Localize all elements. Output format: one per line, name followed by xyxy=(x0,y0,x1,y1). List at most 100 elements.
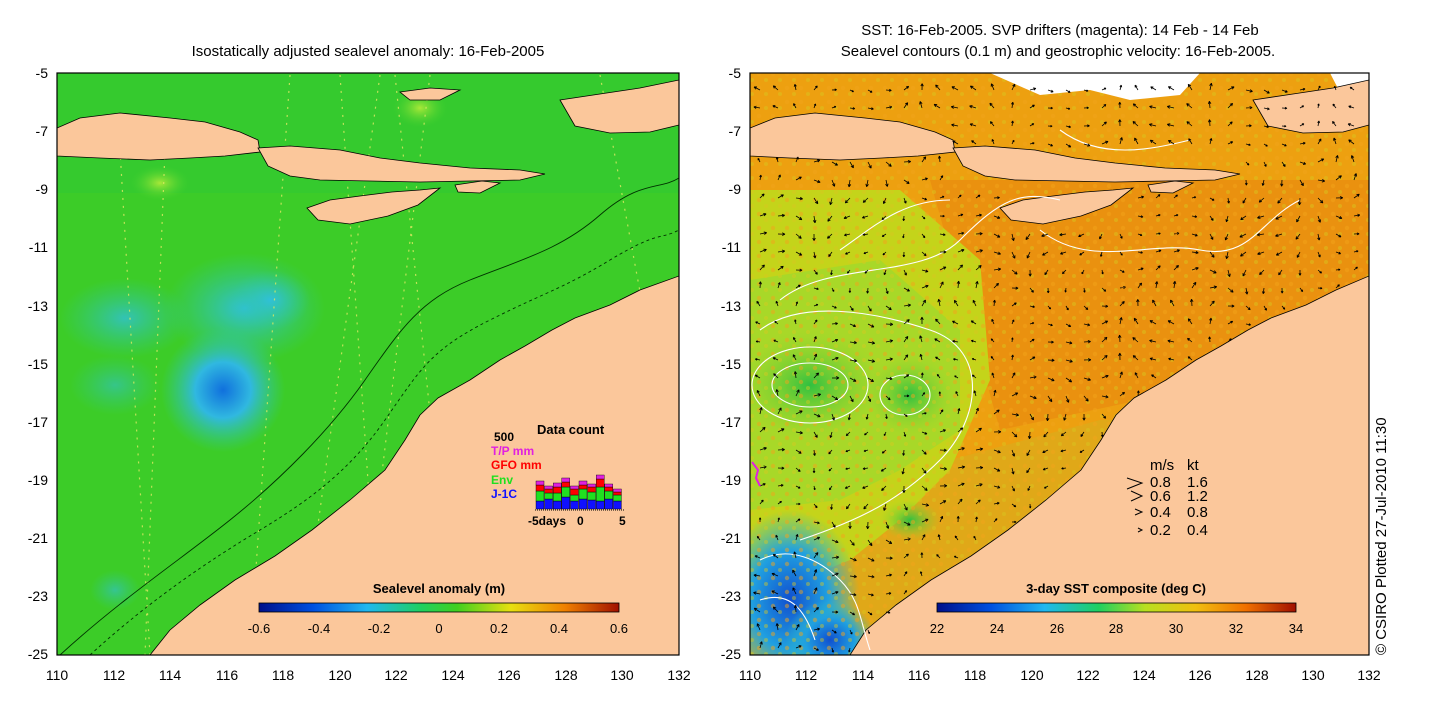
velocity-vector xyxy=(1227,86,1235,91)
velocity-vector xyxy=(795,518,801,523)
velocity-vector xyxy=(863,251,869,255)
velocity-vector xyxy=(828,251,833,257)
velocity-vector xyxy=(849,340,857,345)
y-tick: -13 xyxy=(28,298,48,314)
x-tick: 118 xyxy=(964,667,987,683)
inset-bar-segment xyxy=(587,486,596,493)
velocity-vector xyxy=(1029,87,1037,91)
velocity-vector xyxy=(1079,251,1085,256)
inset-bar-segment xyxy=(535,490,545,502)
velocity-vector xyxy=(1028,269,1032,277)
velocity-vector xyxy=(957,465,966,469)
left-y-axis: -5 -7 -9 -11 -13 -15 -17 -19 -21 -23 -25 xyxy=(28,65,48,662)
velocity-vector xyxy=(973,390,977,397)
velocity-vector xyxy=(936,373,941,379)
velocity-vector xyxy=(1350,155,1355,163)
right-x-axis: 110 112 114 116 118 120 122 124 126 128 … xyxy=(739,667,1381,683)
velocity-vector xyxy=(759,193,765,199)
velocity-vector xyxy=(970,339,977,343)
velocity-vector xyxy=(1262,287,1266,295)
inset-bar-segment xyxy=(604,498,613,510)
x-tick: 116 xyxy=(216,667,239,683)
velocity-vector xyxy=(903,335,909,343)
velocity-vector xyxy=(953,555,959,559)
velocity-vector xyxy=(1278,269,1283,276)
velocity-vector xyxy=(813,431,818,438)
velocity-vector xyxy=(1317,197,1324,204)
colorbar-tick: 34 xyxy=(1289,621,1303,636)
velocity-vector xyxy=(1044,269,1049,276)
x-tick: 126 xyxy=(497,667,521,683)
velocity-vector xyxy=(1335,215,1343,220)
velocity-vector xyxy=(1136,390,1140,397)
velocity-vector xyxy=(954,535,959,541)
x-tick: 130 xyxy=(610,667,634,683)
velocity-vector xyxy=(1063,413,1067,421)
x-tick: 110 xyxy=(739,667,762,683)
y-tick: -21 xyxy=(28,530,48,546)
velocity-vector xyxy=(970,320,977,325)
velocity-vector xyxy=(795,410,803,415)
velocity-vector xyxy=(1154,281,1159,289)
right-colorbar-title: 3-day SST composite (deg C) xyxy=(1026,581,1206,596)
legend-kt: 0.4 xyxy=(1187,522,1208,539)
velocity-vector xyxy=(954,375,959,379)
inset-xlabel-left: -5days xyxy=(528,514,566,528)
velocity-vector xyxy=(771,572,779,577)
velocity-vector xyxy=(795,196,803,201)
velocity-vector xyxy=(939,175,944,181)
x-tick: 122 xyxy=(1076,667,1100,683)
velocity-vector xyxy=(848,287,852,293)
inset-bar-segment xyxy=(570,494,579,502)
velocity-vector xyxy=(845,251,851,255)
velocity-vector xyxy=(933,103,941,109)
velocity-vector xyxy=(1335,155,1339,163)
velocity-vector xyxy=(1059,232,1067,237)
velocity-vector xyxy=(759,231,767,235)
velocity-vector xyxy=(1209,215,1214,221)
velocity-vector xyxy=(921,269,929,273)
inset-xlabel-right: 5 xyxy=(619,514,626,528)
velocity-vector xyxy=(1173,264,1179,271)
velocity-vector xyxy=(957,408,961,415)
velocity-vector xyxy=(862,197,869,203)
velocity-vector xyxy=(1281,161,1286,167)
velocity-vector xyxy=(1137,195,1145,199)
velocity-vector xyxy=(1209,300,1215,307)
velocity-vector xyxy=(1299,161,1307,165)
velocity-vector xyxy=(1170,299,1175,307)
inset-bar-segment xyxy=(596,486,605,502)
inset-bar-segment xyxy=(561,496,570,510)
velocity-vector xyxy=(813,552,819,559)
velocity-vector xyxy=(867,341,876,345)
velocity-vector xyxy=(1353,173,1358,181)
velocity-vector xyxy=(882,197,887,204)
velocity-vector xyxy=(1275,251,1283,256)
y-tick: -19 xyxy=(28,472,48,488)
velocity-vector xyxy=(1101,103,1107,109)
velocity-vector xyxy=(831,572,839,577)
velocity-vector xyxy=(920,83,924,91)
velocity-vector xyxy=(1256,232,1265,237)
velocity-vector xyxy=(1333,85,1337,91)
y-tick: -5 xyxy=(36,65,49,81)
velocity-vector xyxy=(1299,123,1305,127)
velocity-vector xyxy=(1011,251,1016,259)
velocity-vector xyxy=(1209,251,1215,258)
velocity-vector xyxy=(993,485,1001,489)
velocity-vector xyxy=(921,284,929,289)
velocity-vector xyxy=(1011,503,1017,508)
velocity-vector xyxy=(971,358,977,361)
velocity-vector xyxy=(1263,143,1268,147)
velocity-vector xyxy=(1043,485,1049,489)
velocity-vector xyxy=(812,215,817,224)
y-tick: -11 xyxy=(29,239,48,255)
velocity-vector xyxy=(921,412,927,415)
y-tick: -25 xyxy=(721,646,741,662)
velocity-vector xyxy=(849,574,857,579)
velocity-vector xyxy=(867,359,876,363)
velocity-vector xyxy=(957,264,964,271)
inset-ymax: 500 xyxy=(494,430,514,444)
velocity-vector xyxy=(957,447,965,451)
velocity-vector xyxy=(1353,193,1360,199)
